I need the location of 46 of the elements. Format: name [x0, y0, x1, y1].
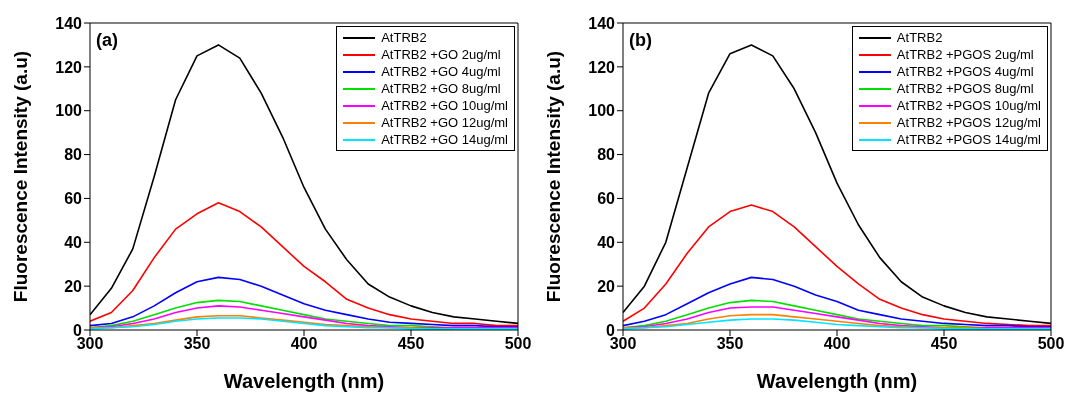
- x-axis-title: Wavelength (nm): [756, 370, 918, 392]
- y-tick-label: 120: [588, 58, 616, 76]
- y-tick-label: 20: [64, 277, 83, 295]
- legend-label: AtTRB2 +PGOS 14ug/ml: [896, 132, 1041, 147]
- y-tick-label: 120: [55, 58, 83, 76]
- legend-label: AtTRB2 +GO 4ug/ml: [381, 64, 501, 79]
- legend-label: AtTRB2 +PGOS 8ug/ml: [896, 81, 1034, 96]
- y-axis-title: Fluorescence Intensity (a.u): [542, 50, 564, 303]
- x-tick-label: 350: [716, 335, 744, 353]
- y-tick-label: 140: [588, 14, 616, 32]
- x-tick-label: 350: [183, 335, 211, 353]
- legend-label: AtTRB2 +GO 12ug/ml: [381, 115, 508, 130]
- x-tick-label: 500: [504, 335, 532, 353]
- legend-label: AtTRB2 +GO 2ug/ml: [381, 47, 501, 62]
- x-tick-label: 450: [397, 335, 425, 353]
- x-tick-label: 400: [823, 335, 851, 353]
- x-tick-label: 300: [609, 335, 637, 353]
- line-series: [90, 202, 518, 327]
- legend-label: AtTRB2 +GO 8ug/ml: [381, 81, 501, 96]
- x-tick-label: 500: [1037, 335, 1065, 353]
- legend-label: AtTRB2 +GO 10ug/ml: [381, 98, 508, 113]
- x-tick-label: 300: [76, 335, 104, 353]
- legend-label: AtTRB2 +GO 14ug/ml: [381, 132, 508, 147]
- legend-label: AtTRB2 +PGOS 12ug/ml: [896, 115, 1041, 130]
- y-tick-label: 40: [64, 233, 83, 251]
- annotation: (b): [629, 30, 652, 51]
- y-tick-label: 100: [588, 102, 616, 120]
- y-tick-label: 140: [55, 14, 83, 32]
- x-tick-label: 400: [290, 335, 318, 353]
- annotation: (a): [96, 30, 118, 51]
- legend-label: AtTRB2 +PGOS 10ug/ml: [896, 98, 1041, 113]
- x-tick-label: 450: [930, 335, 958, 353]
- y-tick-label: 20: [597, 277, 616, 295]
- legend-label: AtTRB2: [896, 30, 943, 45]
- legend-label: AtTRB2 +PGOS 4ug/ml: [896, 64, 1034, 79]
- legend-label: AtTRB2: [381, 30, 427, 45]
- line-series: [623, 204, 1051, 327]
- y-axis-title: Fluorescence Intensity (a.u): [9, 50, 31, 303]
- x-axis-title: Wavelength (nm): [223, 370, 385, 392]
- y-tick-label: 100: [55, 102, 83, 120]
- y-tick-label: 80: [64, 146, 83, 164]
- y-tick-label: 80: [597, 146, 616, 164]
- legend-label: AtTRB2 +PGOS 2ug/ml: [896, 47, 1034, 62]
- y-tick-label: 60: [64, 190, 83, 208]
- y-tick-label: 60: [597, 190, 616, 208]
- y-tick-label: 40: [597, 233, 616, 251]
